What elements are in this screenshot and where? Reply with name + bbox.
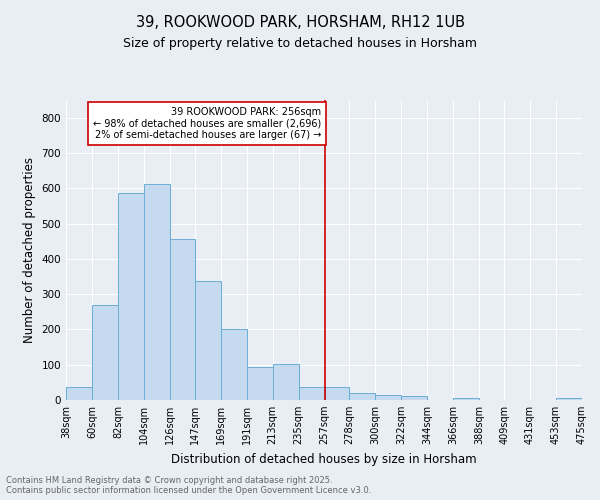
- Bar: [401, 396, 427, 400]
- Text: 39, ROOKWOOD PARK, HORSHAM, RH12 1UB: 39, ROOKWOOD PARK, HORSHAM, RH12 1UB: [136, 15, 464, 30]
- Bar: [299, 386, 325, 400]
- Bar: [349, 393, 376, 400]
- Bar: [247, 367, 272, 400]
- Bar: [195, 281, 221, 400]
- Bar: [556, 398, 582, 400]
- Y-axis label: Number of detached properties: Number of detached properties: [23, 157, 36, 343]
- Bar: [92, 306, 118, 400]
- Text: 39 ROOKWOOD PARK: 256sqm
← 98% of detached houses are smaller (2,696)
2% of semi: 39 ROOKWOOD PARK: 256sqm ← 98% of detach…: [93, 107, 321, 140]
- Bar: [376, 396, 401, 400]
- Bar: [170, 238, 195, 400]
- Bar: [66, 386, 92, 400]
- Text: Size of property relative to detached houses in Horsham: Size of property relative to detached ho…: [123, 38, 477, 51]
- Bar: [325, 387, 349, 400]
- Bar: [221, 330, 247, 400]
- Bar: [118, 193, 144, 400]
- Text: Contains HM Land Registry data © Crown copyright and database right 2025.
Contai: Contains HM Land Registry data © Crown c…: [6, 476, 371, 495]
- Bar: [272, 364, 299, 400]
- X-axis label: Distribution of detached houses by size in Horsham: Distribution of detached houses by size …: [171, 452, 477, 466]
- Bar: [453, 398, 479, 400]
- Bar: [144, 184, 170, 400]
